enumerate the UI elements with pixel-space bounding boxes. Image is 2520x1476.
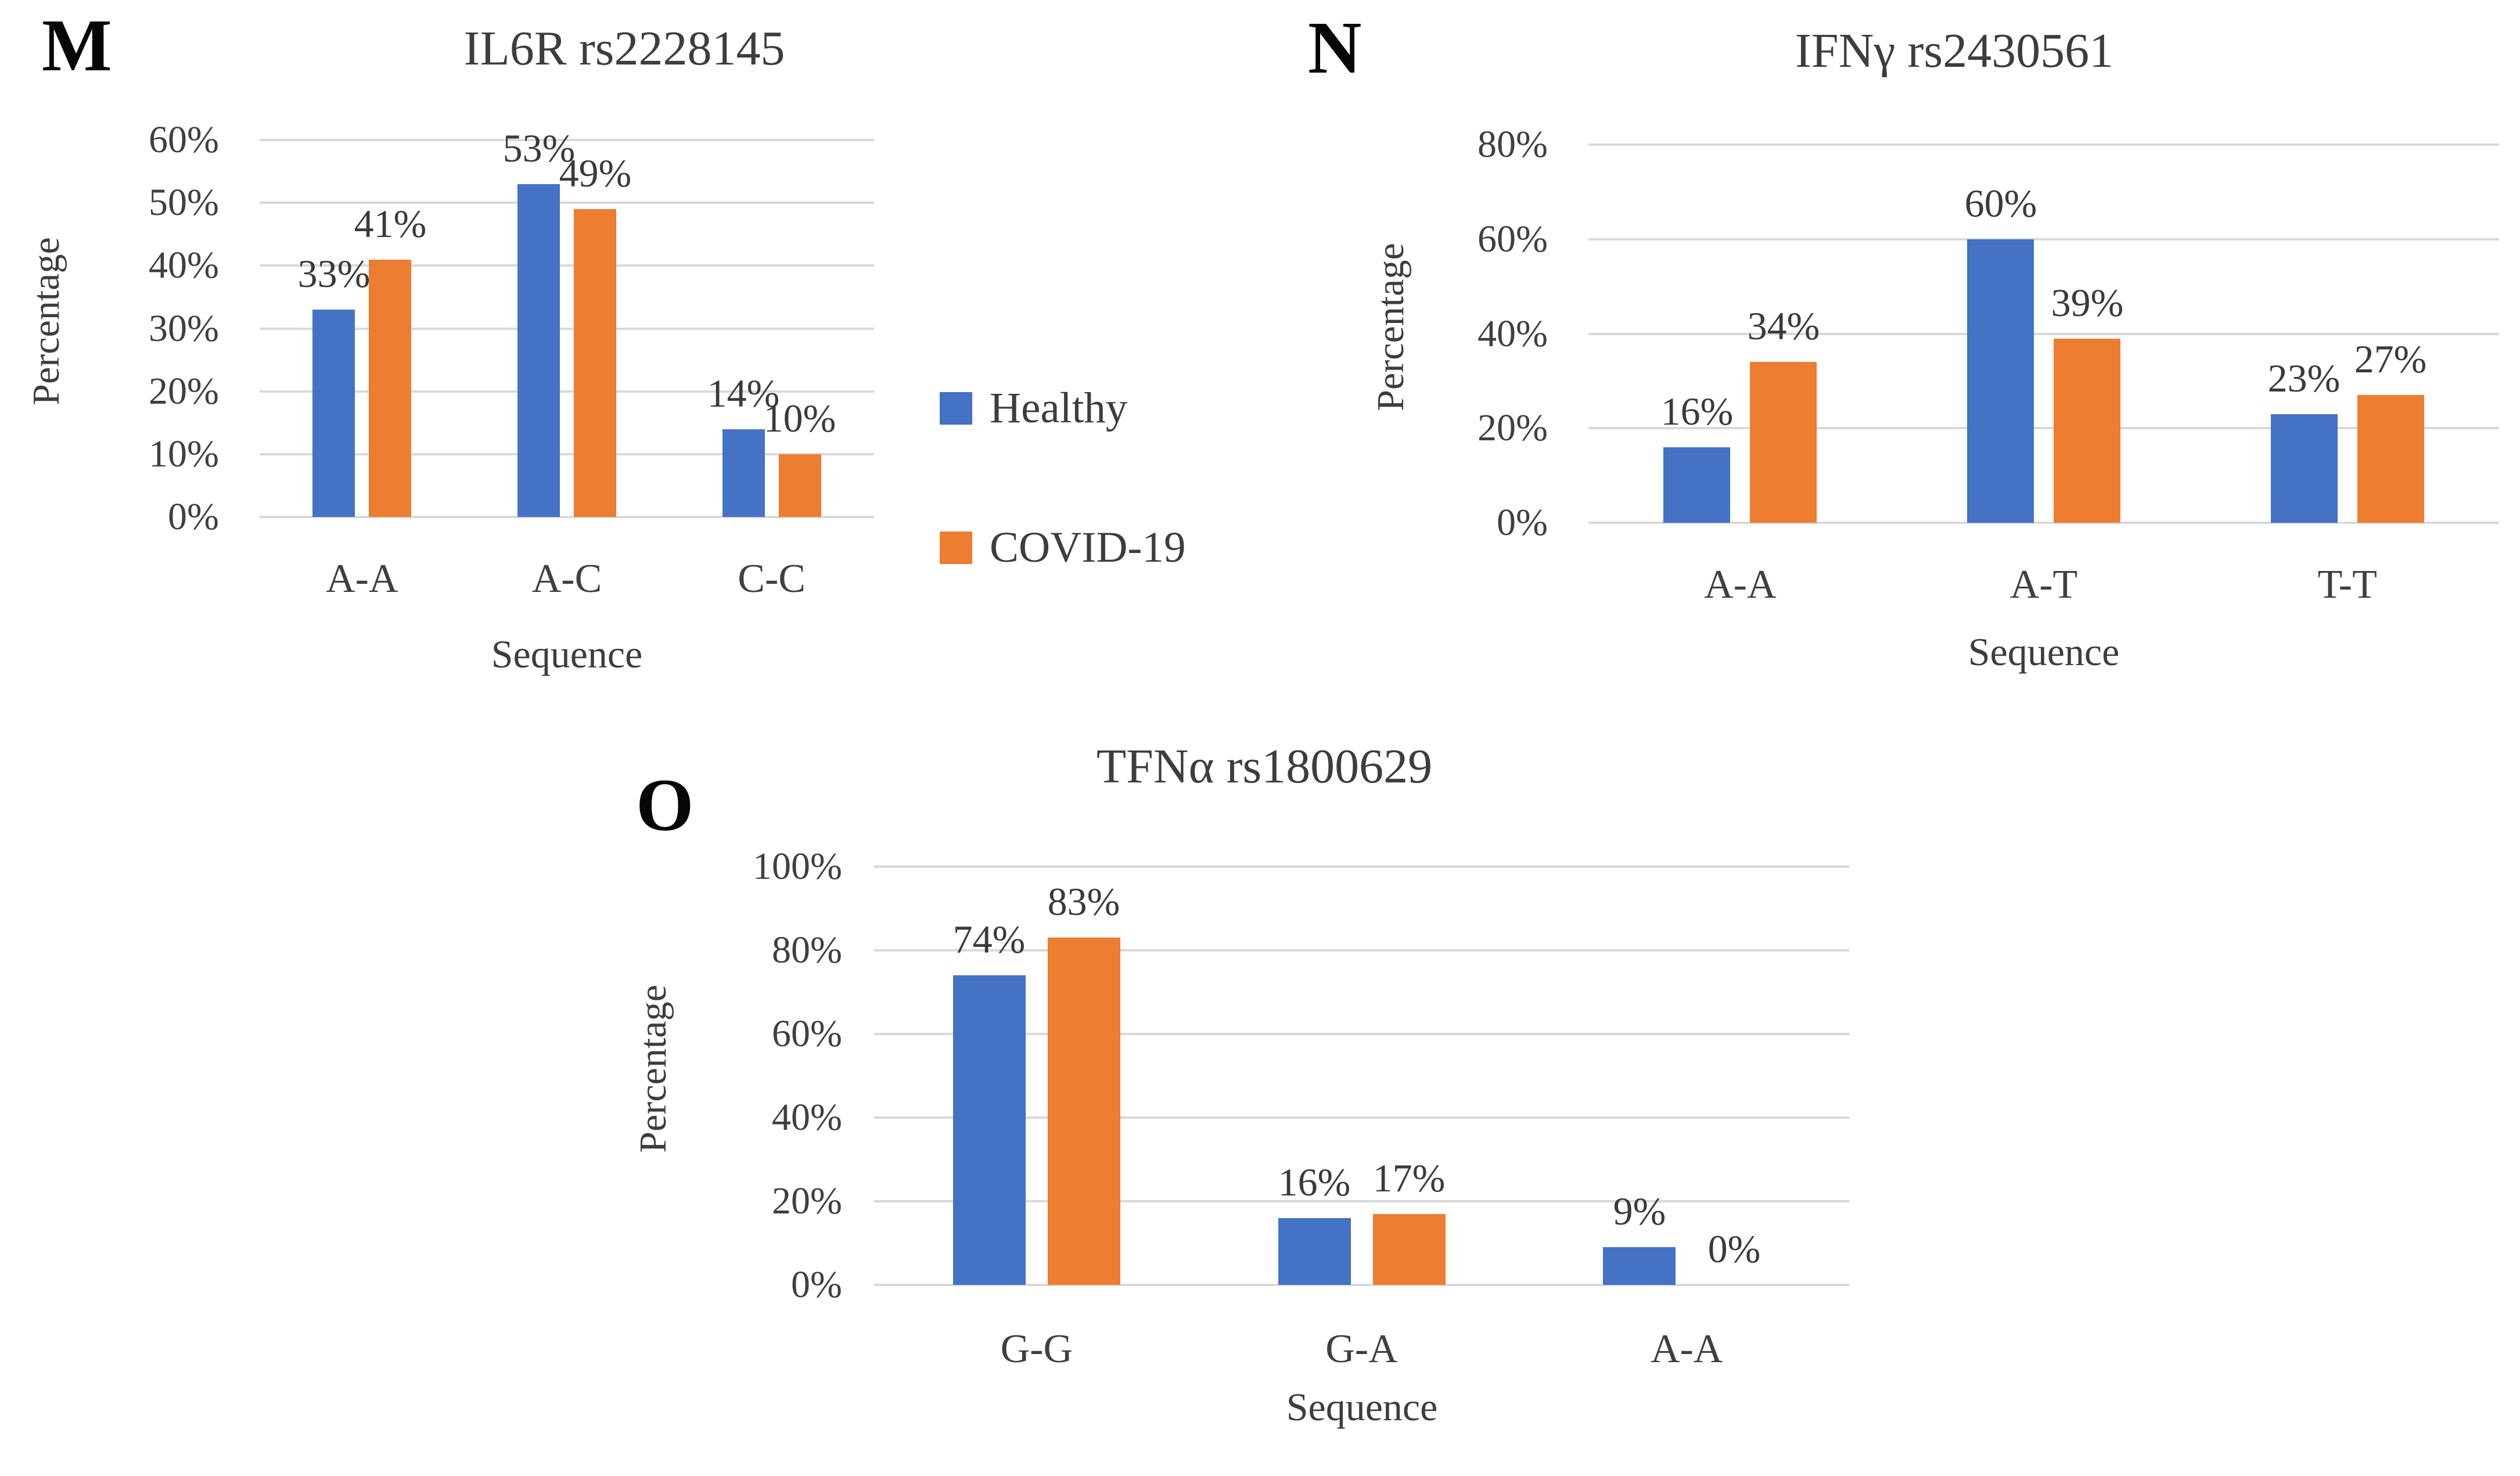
gridline [260, 516, 874, 518]
y-tick-label: 40% [149, 244, 219, 286]
bar-value-label: 23% [2267, 356, 2341, 400]
y-tick-label: 40% [1478, 313, 1548, 355]
gridline [874, 1116, 1849, 1119]
legend-label-healthy: Healthy [990, 384, 1128, 432]
x-axis-title-m: Sequence [491, 632, 643, 676]
bar-covid19 [369, 260, 411, 517]
gridline [1588, 522, 2499, 524]
y-tick-label: 0% [791, 1263, 842, 1306]
chart-title-n: IFNγ rs2430561 [1795, 24, 2114, 78]
gridline [874, 1200, 1849, 1202]
y-tick-label: 20% [149, 370, 219, 412]
bar-healthy [1278, 1218, 1351, 1285]
gridline [260, 390, 874, 393]
chart-title-m: IL6R rs2228145 [463, 21, 785, 76]
bar-covid19 [2054, 339, 2120, 523]
bar-value-label: 16% [1660, 389, 1734, 433]
bar-covid19 [1048, 938, 1120, 1285]
covid19-swatch-icon [940, 531, 972, 564]
y-tick-label: 50% [149, 181, 219, 224]
category-label: T-T [2317, 562, 2377, 607]
category-label: G-G [1000, 1327, 1073, 1371]
bar-value-label: 83% [1047, 879, 1120, 924]
gridline [260, 453, 874, 455]
bar-value-label: 33% [297, 252, 371, 296]
y-tick-label: 0% [168, 495, 219, 538]
bar-value-label: 16% [1278, 1160, 1351, 1204]
gridline [874, 949, 1849, 951]
category-label: A-C [531, 556, 602, 601]
bar-healthy [517, 184, 560, 517]
x-axis-title-n: Sequence [1968, 630, 2120, 674]
bar-value-label: 10% [763, 396, 836, 440]
bar-value-label: 27% [2354, 337, 2427, 381]
panel-label-m: M [42, 4, 113, 87]
y-tick-label: 80% [772, 929, 842, 971]
bar-value-label: 17% [1372, 1156, 1446, 1200]
bar-healthy [953, 975, 1026, 1285]
bar-value-label: 49% [559, 151, 632, 195]
y-axis-title-o: Percentage [632, 985, 674, 1153]
x-axis-title-o: Sequence [1286, 1385, 1438, 1429]
y-tick-label: 80% [1478, 123, 1548, 166]
gridline [874, 1284, 1849, 1286]
gridline [874, 866, 1849, 868]
bar-covid19 [2357, 395, 2424, 523]
y-tick-label: 0% [1497, 501, 1548, 544]
bar-value-label: 74% [952, 917, 1026, 961]
category-label: A-A [1650, 1327, 1723, 1371]
bar-healthy [312, 310, 355, 517]
gridline [1588, 427, 2499, 429]
y-tick-label: 20% [1478, 407, 1548, 449]
y-tick-label: 40% [772, 1096, 842, 1139]
bar-healthy [1663, 447, 1730, 523]
y-tick-label: 10% [149, 433, 219, 475]
bar-healthy [722, 429, 765, 517]
bar-value-label: 34% [1747, 304, 1820, 348]
legend-label-covid19: COVID-19 [990, 523, 1186, 572]
bar-healthy [1967, 239, 2034, 523]
bar-value-label: 53% [502, 126, 576, 170]
category-label: A-A [326, 556, 398, 601]
bar-healthy [2271, 414, 2338, 523]
gridline [260, 139, 874, 141]
bar-value-label: 9% [1613, 1189, 1666, 1233]
gridline [260, 328, 874, 330]
chart-title-o: TFNα rs1800629 [1096, 739, 1433, 793]
panel-label-o: O [636, 764, 695, 846]
category-label: A-A [1704, 562, 1777, 607]
y-tick-label: 60% [149, 118, 219, 161]
y-tick-label: 100% [753, 845, 842, 888]
legend: Healthy COVID-19 [940, 386, 1185, 665]
gridline [1588, 143, 2499, 146]
bar-covid19 [779, 454, 821, 517]
gridline [260, 202, 874, 204]
y-tick-label: 30% [149, 307, 219, 350]
category-label: A-T [2009, 562, 2078, 607]
gridline [1588, 333, 2499, 335]
bar-value-label: 60% [1964, 181, 2037, 225]
bar-covid19 [574, 209, 616, 517]
gridline [1588, 238, 2499, 240]
bar-covid19 [1750, 362, 1817, 523]
gridline [260, 264, 874, 267]
bar-value-label: 39% [2051, 281, 2124, 325]
legend-item-healthy: Healthy [940, 386, 1185, 430]
bar-value-label: 14% [707, 371, 780, 415]
bar-healthy [1603, 1247, 1676, 1285]
category-label: C-C [738, 556, 806, 601]
bar-value-label: 0% [1707, 1227, 1761, 1271]
bar-value-label: 41% [354, 202, 427, 246]
gridline [874, 1033, 1849, 1035]
category-label: G-A [1325, 1327, 1398, 1371]
panel-label-n: N [1308, 6, 1363, 89]
legend-item-covid19: COVID-19 [940, 526, 1185, 569]
y-tick-label: 60% [772, 1012, 842, 1055]
y-tick-label: 60% [1478, 218, 1548, 260]
healthy-swatch-icon [940, 392, 972, 425]
bar-covid19 [1373, 1214, 1446, 1285]
y-tick-label: 20% [772, 1180, 842, 1222]
